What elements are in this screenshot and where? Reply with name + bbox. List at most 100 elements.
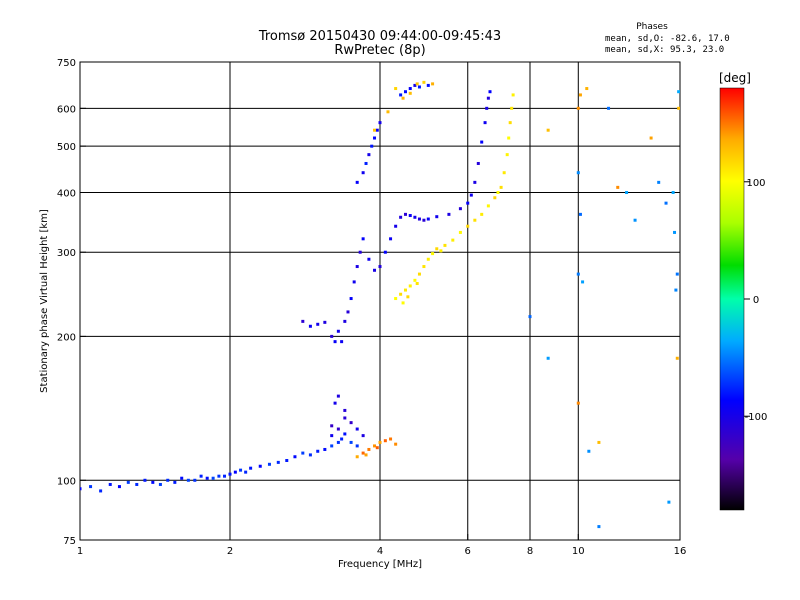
- data-point: [417, 85, 421, 89]
- data-point: [399, 292, 403, 296]
- data-point: [211, 476, 215, 480]
- data-point: [361, 171, 365, 175]
- y-tick-label: 750: [57, 58, 76, 69]
- data-point: [239, 468, 243, 472]
- data-point: [476, 161, 480, 165]
- data-point: [343, 416, 347, 420]
- data-point: [346, 310, 350, 314]
- data-point: [422, 80, 426, 84]
- data-point: [373, 136, 377, 140]
- data-point: [364, 453, 368, 457]
- data-point: [308, 453, 312, 457]
- data-point: [447, 212, 451, 216]
- data-point: [576, 171, 580, 175]
- data-point: [394, 87, 398, 91]
- y-axis-label: Stationary phase Virtual Height [km]: [39, 209, 50, 393]
- data-point: [173, 480, 177, 484]
- data-point: [408, 284, 412, 288]
- data-point: [386, 110, 390, 114]
- data-point: [576, 401, 580, 405]
- data-point: [578, 212, 582, 216]
- data-point: [426, 257, 430, 261]
- data-point: [89, 485, 93, 489]
- data-point: [408, 214, 412, 218]
- x-axis-ticks: 1 2 4 6 8 10 16: [77, 534, 686, 557]
- data-point: [499, 185, 503, 189]
- data-point: [394, 442, 398, 446]
- data-point: [674, 288, 678, 292]
- phase-stat-x: mean, sd,X: 95.3, 23.0: [605, 45, 724, 55]
- data-point: [480, 140, 484, 144]
- data-point: [597, 525, 601, 529]
- data-point: [378, 440, 382, 444]
- data-point: [435, 215, 439, 219]
- data-point: [616, 185, 620, 189]
- data-point: [330, 444, 334, 448]
- data-point: [664, 201, 668, 205]
- data-point: [336, 427, 340, 431]
- data-point: [373, 444, 377, 448]
- data-point: [528, 315, 532, 319]
- data-point: [373, 128, 377, 132]
- data-point: [151, 480, 155, 484]
- data-point: [576, 272, 580, 276]
- data-point: [333, 340, 337, 344]
- data-point: [199, 474, 203, 478]
- phase-stat-o: mean, sd,O: -82.6, 17.0: [605, 34, 730, 44]
- data-point: [413, 215, 417, 219]
- data-point: [493, 196, 497, 200]
- y-axis-ticks: 75 100 200 300 400 500 600 750: [57, 58, 86, 547]
- y-tick-label: 100: [57, 476, 76, 487]
- data-point: [578, 93, 582, 97]
- data-point: [308, 324, 312, 328]
- data-point: [330, 424, 334, 428]
- data-point: [352, 280, 356, 284]
- data-point: [399, 215, 403, 219]
- colorbar-tick-label: 0: [753, 295, 759, 306]
- data-point: [511, 93, 515, 97]
- data-point: [546, 356, 550, 360]
- data-point: [180, 476, 184, 480]
- data-point: [336, 329, 340, 333]
- data-point: [413, 83, 417, 87]
- x-tick-label: 2: [227, 546, 233, 557]
- data-point: [367, 447, 371, 451]
- colorbar-tick-label: -100: [745, 412, 768, 423]
- data-point: [673, 230, 677, 234]
- data-point: [443, 243, 447, 247]
- data-point: [677, 90, 680, 94]
- data-point: [657, 180, 661, 184]
- data-point: [480, 212, 484, 216]
- y-tick-label: 300: [57, 248, 76, 259]
- data-point: [401, 96, 405, 100]
- data-point: [473, 180, 477, 184]
- data-point: [186, 478, 190, 482]
- data-point: [367, 257, 371, 261]
- data-point: [361, 434, 365, 438]
- colorbar-ticks: 100 0 -100: [744, 178, 767, 423]
- data-point: [485, 106, 489, 110]
- data-point: [355, 427, 359, 431]
- data-point: [415, 82, 419, 86]
- data-point: [108, 482, 112, 486]
- data-point: [343, 432, 347, 436]
- data-point: [483, 121, 487, 125]
- data-point: [276, 460, 280, 464]
- data-point: [422, 218, 426, 222]
- data-point: [378, 121, 382, 125]
- chart-subtitle: RwPretec (8p): [334, 43, 425, 58]
- data-point: [488, 90, 492, 94]
- data-point: [316, 322, 320, 326]
- data-point: [364, 161, 368, 165]
- data-point: [361, 237, 365, 241]
- data-point: [417, 272, 421, 276]
- y-tick-label: 400: [57, 188, 76, 199]
- data-point: [244, 470, 248, 474]
- data-points: [80, 80, 680, 529]
- data-point: [378, 265, 382, 269]
- data-point: [451, 238, 455, 242]
- data-point: [633, 218, 637, 222]
- chart-title: Tromsø 20150430 09:44:00-09:45:43: [258, 29, 501, 44]
- data-point: [158, 482, 162, 486]
